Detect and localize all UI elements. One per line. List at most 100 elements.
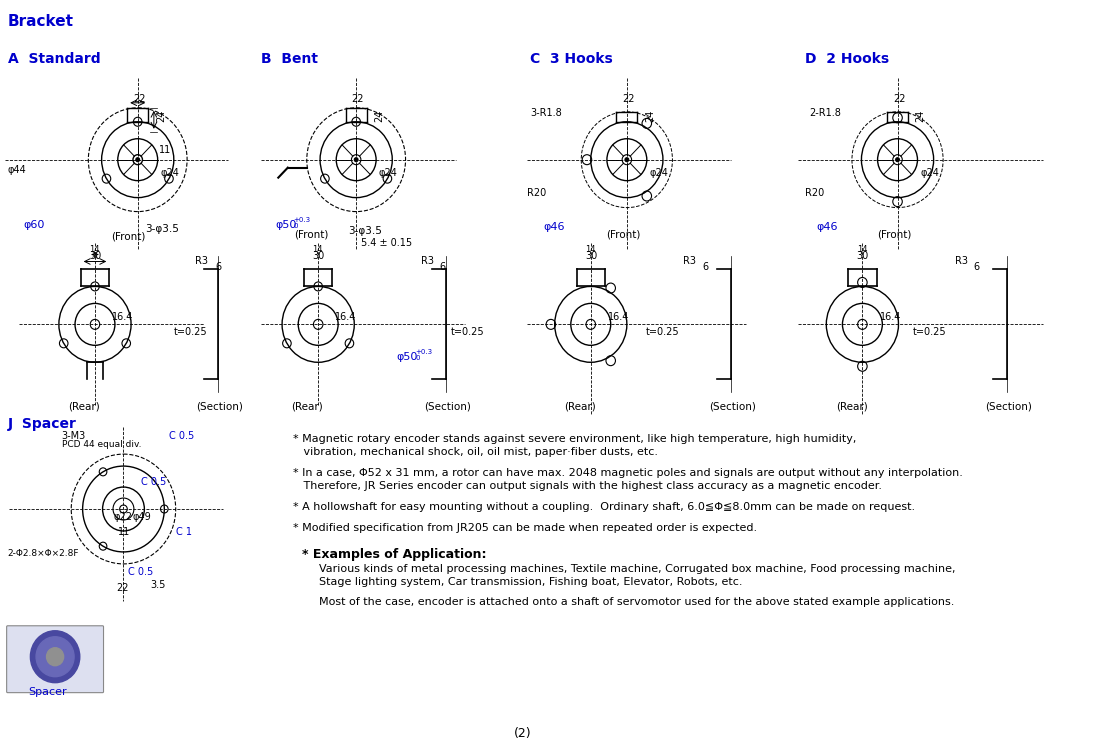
Text: 22: 22 (622, 94, 634, 104)
Text: vibration, mechanical shock, oil, oil mist, paper·fiber dusts, etc.: vibration, mechanical shock, oil, oil mi… (293, 447, 657, 457)
Text: 6: 6 (216, 262, 221, 273)
Text: 22: 22 (351, 94, 364, 104)
Text: φ24: φ24 (650, 168, 668, 178)
Text: (Rear): (Rear) (292, 401, 324, 411)
Text: 11: 11 (118, 527, 130, 537)
Text: 14: 14 (89, 244, 100, 253)
Text: 30: 30 (857, 250, 869, 261)
Circle shape (895, 158, 900, 162)
Text: R20: R20 (806, 188, 825, 198)
Text: PCD 44 equal div.: PCD 44 equal div. (62, 440, 141, 449)
Text: Bracket: Bracket (8, 14, 74, 29)
Text: R3: R3 (683, 256, 696, 267)
Text: (Section): (Section) (985, 401, 1032, 411)
Text: J  Spacer: J Spacer (8, 417, 76, 431)
Text: (Rear): (Rear) (564, 401, 596, 411)
Text: * A hollowshaft for easy mounting without a coupling.  Ordinary shaft, 6.0≦Φ≦8.0: * A hollowshaft for easy mounting withou… (293, 502, 915, 512)
Text: 14: 14 (585, 244, 596, 253)
Text: Most of the case, encoder is attached onto a shaft of servomotor used for the ab: Most of the case, encoder is attached on… (319, 597, 955, 607)
Text: 3-φ3.5: 3-φ3.5 (349, 226, 382, 236)
Text: B  Bent: B Bent (261, 52, 318, 66)
Text: φ50: φ50 (396, 352, 417, 363)
Text: * Magnetic rotary encoder stands against severe environment, like high temperatu: * Magnetic rotary encoder stands against… (293, 434, 855, 444)
Text: t=0.25: t=0.25 (913, 328, 947, 337)
Text: 16.4: 16.4 (336, 312, 357, 322)
Text: 6: 6 (973, 262, 980, 273)
Text: 30: 30 (89, 250, 101, 261)
Text: (Section): (Section) (425, 401, 471, 411)
Circle shape (355, 158, 358, 162)
Text: R20: R20 (527, 188, 546, 198)
Text: (Front): (Front) (876, 230, 911, 239)
Text: 30: 30 (313, 250, 325, 261)
Text: 16.4: 16.4 (880, 312, 901, 322)
Text: φ46: φ46 (817, 221, 838, 232)
Text: 2-R1.8: 2-R1.8 (809, 108, 841, 118)
FancyBboxPatch shape (7, 626, 103, 692)
Text: C 0.5: C 0.5 (128, 567, 153, 577)
Text: +0.3: +0.3 (415, 349, 433, 355)
Text: Various kinds of metal processing machines, Textile machine, Corrugated box mach: Various kinds of metal processing machin… (319, 564, 956, 574)
Text: φ24: φ24 (161, 168, 179, 178)
Circle shape (135, 158, 140, 162)
Text: 2-Φ2.8×Φ×2.8F: 2-Φ2.8×Φ×2.8F (8, 549, 79, 558)
Text: 24: 24 (374, 109, 384, 122)
Text: 16.4: 16.4 (608, 312, 630, 322)
Text: 30: 30 (585, 250, 598, 261)
Text: 22: 22 (133, 94, 145, 104)
Text: φ46: φ46 (543, 221, 565, 232)
Text: A  Standard: A Standard (8, 52, 100, 66)
Text: t=0.25: t=0.25 (646, 328, 679, 337)
Circle shape (36, 637, 74, 677)
Text: * Modified specification from JR205 can be made when repeated order is expected.: * Modified specification from JR205 can … (293, 523, 756, 533)
Text: 24: 24 (645, 109, 655, 122)
Text: C 0.5: C 0.5 (170, 431, 194, 441)
Text: 6: 6 (439, 262, 446, 273)
Text: 0: 0 (415, 355, 419, 361)
Text: C 1: C 1 (176, 527, 192, 537)
Text: 3-M3: 3-M3 (62, 431, 86, 441)
Text: 5.4 ± 0.15: 5.4 ± 0.15 (361, 238, 412, 247)
Text: * Examples of Application:: * Examples of Application: (302, 548, 487, 561)
Text: 3-R1.8: 3-R1.8 (530, 108, 562, 118)
Text: 24: 24 (916, 109, 926, 122)
Text: φ24: φ24 (920, 168, 939, 178)
Text: Spacer: Spacer (29, 687, 67, 697)
Text: Therefore, JR Series encoder can output signals with the highest class accuracy : Therefore, JR Series encoder can output … (293, 481, 882, 491)
Text: 3.5: 3.5 (150, 580, 165, 590)
Text: 22: 22 (116, 583, 129, 593)
Text: 14: 14 (313, 244, 323, 253)
Text: Stage lighting system, Car transmission, Fishing boat, Elevator, Robots, etc.: Stage lighting system, Car transmission,… (319, 577, 742, 587)
Text: φ22: φ22 (115, 512, 133, 522)
Text: (Front): (Front) (111, 232, 145, 241)
Text: 16.4: 16.4 (112, 312, 133, 322)
Text: R3: R3 (955, 256, 968, 267)
Text: (2): (2) (513, 727, 531, 739)
Text: 22: 22 (893, 94, 905, 104)
Text: (Section): (Section) (197, 401, 243, 411)
Text: φ60: φ60 (24, 220, 45, 230)
Circle shape (625, 158, 629, 162)
Text: t=0.25: t=0.25 (174, 328, 207, 337)
Text: t=0.25: t=0.25 (451, 328, 484, 337)
Text: φ49: φ49 (133, 512, 152, 522)
Text: 24: 24 (155, 109, 166, 122)
Text: * In a case, Φ52 x 31 mm, a rotor can have max. 2048 magnetic poles and signals : * In a case, Φ52 x 31 mm, a rotor can ha… (293, 468, 962, 478)
Text: (Front): (Front) (294, 230, 329, 239)
Text: +0.3: +0.3 (294, 216, 310, 223)
Text: (Front): (Front) (606, 230, 641, 239)
Text: R3: R3 (421, 256, 434, 267)
Text: 3-φ3.5: 3-φ3.5 (145, 224, 179, 233)
Text: C 0.5: C 0.5 (141, 477, 166, 487)
Text: R3: R3 (195, 256, 208, 267)
Text: D  2 Hooks: D 2 Hooks (806, 52, 890, 66)
Text: φ44: φ44 (8, 165, 26, 175)
Text: (Rear): (Rear) (836, 401, 868, 411)
Text: 0: 0 (294, 223, 298, 229)
Circle shape (31, 631, 79, 683)
Circle shape (46, 648, 64, 666)
Text: φ24: φ24 (379, 168, 397, 178)
Text: (Rear): (Rear) (68, 401, 100, 411)
Text: 14: 14 (857, 244, 868, 253)
Text: φ50: φ50 (275, 220, 297, 230)
